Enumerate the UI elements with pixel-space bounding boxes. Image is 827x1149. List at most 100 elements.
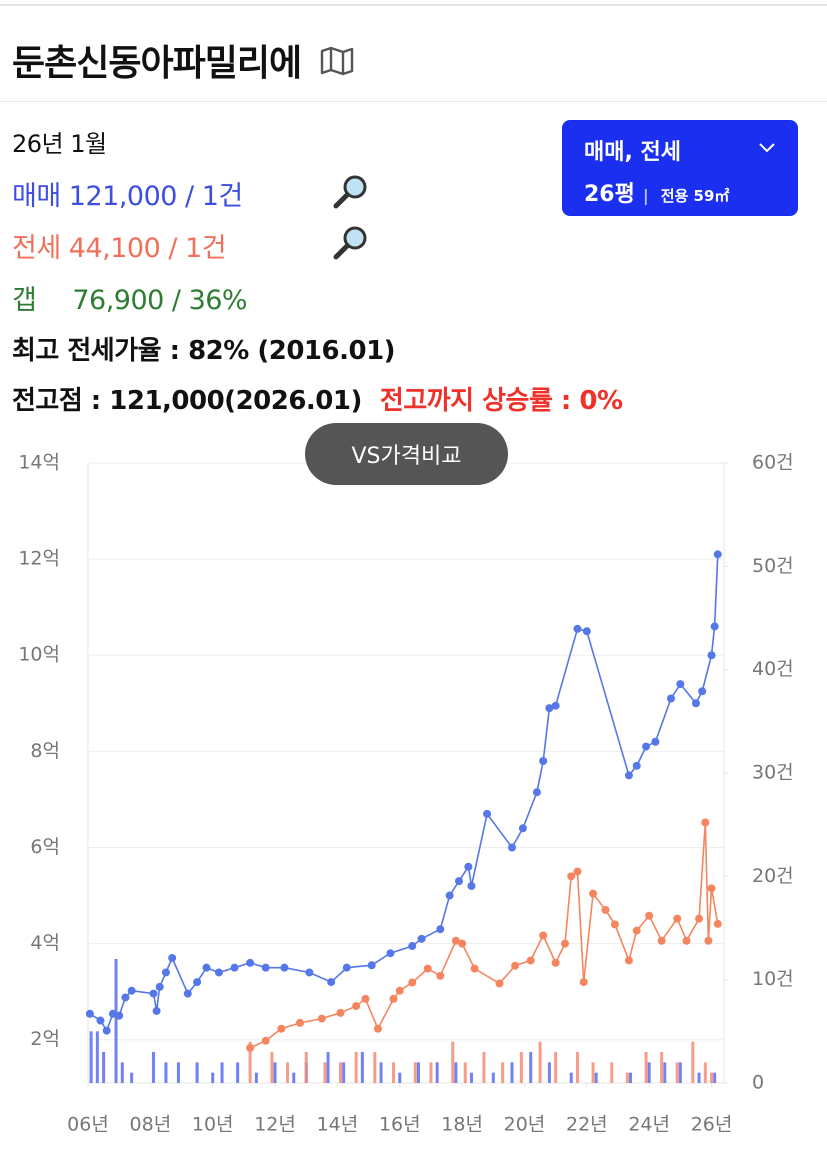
- volume-bar: [354, 1052, 358, 1083]
- price-point: [495, 979, 504, 988]
- price-point: [417, 934, 426, 943]
- volume-bar: [569, 1072, 573, 1083]
- volume-bar: [660, 1052, 664, 1083]
- y2-tick-label: 20건: [752, 865, 794, 887]
- volume-bar: [510, 1062, 514, 1083]
- price-point: [657, 936, 666, 945]
- type-selector[interactable]: 매매, 전세 26평 | 전용 59㎡: [562, 120, 798, 216]
- volume-bar: [102, 1052, 106, 1083]
- price-point: [470, 964, 479, 973]
- price-point: [464, 862, 473, 871]
- price-point: [395, 986, 404, 995]
- price-point: [458, 939, 467, 948]
- price-point: [85, 1009, 94, 1018]
- price-point: [526, 956, 535, 965]
- compare-button[interactable]: VS가격비교: [305, 423, 508, 485]
- volume-bar: [594, 1072, 598, 1083]
- x-tick-label: 16년: [379, 1114, 421, 1136]
- volume-bar: [273, 1062, 277, 1083]
- y-tick-label: 6억: [30, 836, 60, 858]
- price-point: [707, 651, 716, 660]
- y-tick-label: 12억: [18, 548, 60, 570]
- gap-text: 76,900 / 36%: [72, 285, 248, 316]
- price-point: [483, 809, 492, 818]
- y2-tick-label: 30건: [752, 762, 794, 784]
- volume-bar: [713, 1072, 717, 1083]
- price-point: [261, 963, 270, 972]
- volume-bar: [610, 1062, 614, 1083]
- volume-bar: [644, 1052, 648, 1083]
- price-point: [277, 1024, 286, 1033]
- volume-bar: [628, 1072, 632, 1083]
- volume-bar: [591, 1062, 595, 1083]
- volume-bar: [304, 1052, 308, 1083]
- y2-tick-label: 60건: [752, 452, 794, 474]
- price-point: [121, 993, 130, 1002]
- volume-bar: [211, 1072, 215, 1083]
- volume-bar: [501, 1062, 505, 1083]
- price-point: [713, 919, 722, 928]
- price-point: [676, 680, 685, 689]
- price-point: [230, 963, 239, 972]
- volume-bar: [538, 1041, 542, 1083]
- volume-bar: [647, 1062, 651, 1083]
- price-point: [713, 550, 722, 559]
- price-point: [632, 761, 641, 770]
- price-point: [579, 978, 588, 987]
- price-point: [280, 963, 289, 972]
- price-point: [673, 914, 682, 923]
- map-icon[interactable]: [319, 45, 355, 77]
- y2-tick-label: 40건: [752, 658, 794, 680]
- sale-line: 매매 121,000 / 1건: [12, 174, 243, 213]
- price-point: [704, 936, 713, 945]
- price-point: [551, 701, 560, 710]
- gap-line: 갭 76,900 / 36%: [12, 278, 248, 317]
- volume-bar: [554, 1052, 558, 1083]
- search-icon[interactable]: [330, 223, 370, 263]
- volume-bar: [236, 1062, 240, 1083]
- price-point: [551, 958, 560, 967]
- volume-bar: [454, 1062, 458, 1083]
- price-point: [152, 1006, 161, 1015]
- price-point: [161, 968, 170, 977]
- page-title: 둔촌신동아파밀리에: [12, 43, 302, 84]
- volume-bar: [575, 1052, 579, 1083]
- volume-bar: [697, 1072, 701, 1083]
- price-point: [589, 889, 598, 898]
- jeonse-line: 전세 44,100 / 1건: [12, 226, 227, 265]
- x-tick-label: 20년: [504, 1114, 546, 1136]
- volume-bar: [691, 1041, 695, 1083]
- date: 26년 1월: [12, 130, 107, 158]
- price-point: [336, 1008, 345, 1017]
- price-point: [246, 958, 255, 967]
- price-point: [451, 936, 460, 945]
- volume-bar: [373, 1052, 377, 1083]
- price-point: [96, 1016, 105, 1025]
- sale-label: 매매: [12, 181, 61, 212]
- price-point: [545, 704, 554, 713]
- price-point: [624, 771, 633, 780]
- volume-bar: [678, 1062, 682, 1083]
- volume-bar: [326, 1052, 330, 1083]
- price-point: [667, 694, 675, 703]
- page-title-row: 둔촌신동아파밀리에: [12, 34, 355, 86]
- x-tick-label: 22년: [566, 1114, 608, 1136]
- volume-bar: [398, 1072, 402, 1083]
- price-point: [115, 1011, 124, 1020]
- volume-bar: [710, 1072, 714, 1083]
- volume-bar: [195, 1062, 199, 1083]
- x-tick-label: 12년: [254, 1114, 296, 1136]
- search-icon[interactable]: [330, 172, 370, 212]
- x-tick-label: 24년: [628, 1114, 670, 1136]
- top-border: [0, 4, 827, 6]
- volume-bar: [151, 1052, 155, 1083]
- volume-bar: [392, 1062, 396, 1083]
- price-point: [632, 926, 641, 935]
- y2-tick-label: 50건: [752, 555, 794, 577]
- price-point: [155, 982, 164, 991]
- volume-bar: [451, 1041, 455, 1083]
- price-point: [423, 964, 432, 973]
- volume-bar: [469, 1072, 473, 1083]
- price-point: [707, 884, 716, 893]
